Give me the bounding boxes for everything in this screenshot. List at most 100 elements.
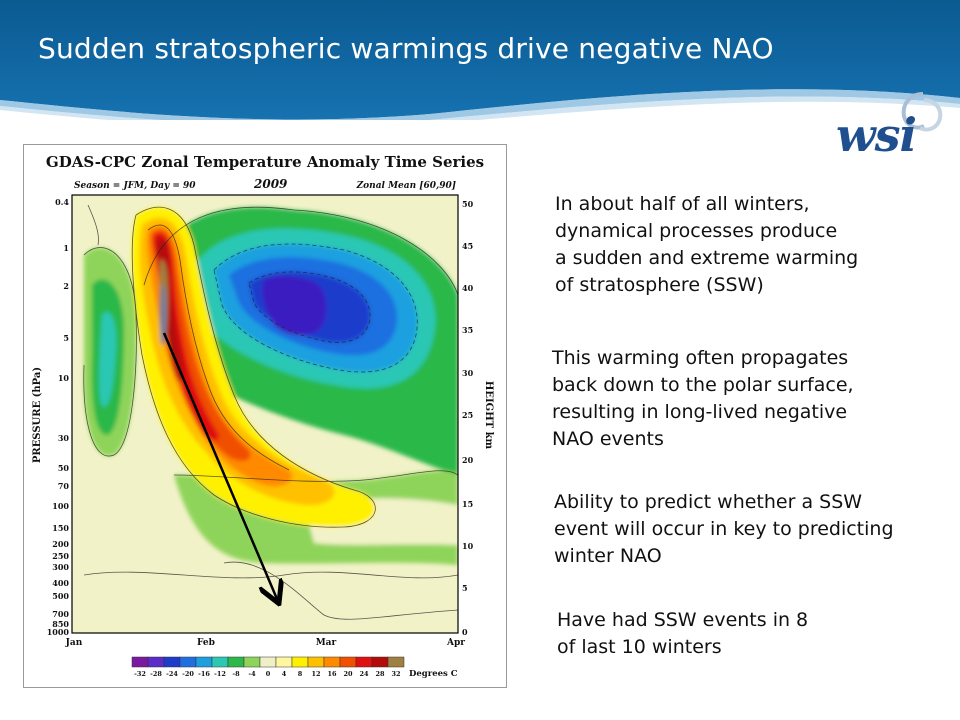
colorbar-swatch [307,656,325,668]
pressure-tick: 200 [52,539,69,549]
height-tick: 25 [462,410,473,420]
colorbar-tick-label: -4 [248,670,256,678]
colorbar-swatch [355,656,373,668]
height-tick: 20 [462,455,474,465]
colorbar-swatch [291,656,309,668]
paragraph-ssw-frequency: In about half of all winters, dynamical … [555,191,955,299]
pressure-tick: 300 [52,562,69,572]
zonal-mean-label: Zonal Mean [60,90] [356,181,456,191]
month-tick: Mar [316,638,337,648]
pressure-tick: 10 [58,373,70,383]
colorbar-swatch [323,656,341,668]
height-tick: 10 [462,541,474,551]
text-line: dynamical processes produce [555,220,838,242]
colorbar-swatch [179,656,197,668]
text-line: a sudden and extreme warming [555,247,859,269]
height-tick: 40 [462,283,474,293]
text-line: Ability to predict whether a SSW [554,491,863,513]
height-tick: 5 [462,583,468,593]
anomaly-figure-svg: GDAS-CPC Zonal Temperature Anomaly Time … [32,153,494,679]
pressure-tick: 1000 [47,627,70,637]
height-tick: 15 [462,499,473,509]
pressure-tick: 500 [52,591,69,601]
pressure-tick: 5 [63,333,69,343]
text-line: This warming often propagates [552,347,849,369]
month-tick: Jan [65,638,83,648]
colorbar-swatch [131,656,149,668]
text-line: resulting in long-lived negative [552,401,848,423]
wsi-logo: wsi [836,90,948,162]
colorbar-swatch [227,656,245,668]
colorbar-swatch [195,656,213,668]
pressure-tick: 700 [52,609,69,619]
colorbar-swatch [275,656,293,668]
colorbar-swatch [259,656,277,668]
pressure-tick: 30 [58,433,70,443]
colorbar-tick-label: 16 [327,670,337,678]
paragraph-prediction: Ability to predict whether a SSW event w… [554,489,954,570]
header-band: Sudden stratospheric warmings drive nega… [0,0,960,129]
pressure-tick-labels: 0.4 1 2 5 10 30 50 70 100 150 200 250 30… [47,197,70,637]
colorbar-tick-label: -32 [134,670,146,678]
header-wave-background [0,0,960,129]
colorbar-tick-label: 32 [391,670,400,678]
colorbar-tick-label: -8 [232,670,240,678]
colorbar-tick-label: 20 [343,670,353,678]
colorbar-tick-label: 24 [359,670,369,678]
colorbar-tick-label: 28 [375,670,385,678]
colorbar-swatch [339,656,357,668]
colorbar-tick-label: -24 [166,670,178,678]
height-tick-labels: 50 45 40 35 30 25 20 15 10 5 0 [462,199,474,637]
colorbar-tick-label: -16 [198,670,210,678]
pressure-tick: 100 [52,501,69,511]
pressure-tick: 50 [58,463,70,473]
season-label: Season = JFM, Day = 90 [74,181,196,191]
text-line: winter NAO [554,545,662,567]
paragraph-ssw-count: Have had SSW events in 8 of last 10 wint… [557,607,957,661]
colorbar-swatch [147,656,165,668]
propagation-arrow [162,332,277,599]
text-line: back down to the polar surface, [552,374,854,396]
colorbar-unit-label: Degrees C [409,669,458,679]
month-tick: Apr [446,638,465,648]
height-tick: 35 [462,325,473,335]
colorbar-tick-label: 12 [311,670,320,678]
pressure-tick: 850 [52,619,69,629]
colorbar-tick-label: 0 [266,670,271,678]
colorbar-tick-label: -20 [182,670,194,678]
text-line: of stratosphere (SSW) [555,274,764,296]
pressure-tick: 2 [63,281,69,291]
height-tick: 45 [462,241,473,251]
pressure-axis-label: PRESSURE (hPa) [32,367,43,463]
colorbar-swatch [387,656,405,668]
logo-text: wsi [836,108,917,162]
height-axis-label: HEIGHT km [483,381,494,450]
text-line: event will occur in key to predicting [554,518,894,540]
text-line: Have had SSW events in 8 [557,609,809,631]
plot-frame [71,194,459,634]
height-tick: 0 [462,627,468,637]
pressure-tick: 0.4 [55,197,69,207]
colorbar-tick-label: -12 [214,670,226,678]
text-line: NAO events [552,428,664,450]
colorbar-swatch [211,656,229,668]
paragraph-propagation: This warming often propagates back down … [552,345,952,453]
pressure-tick: 70 [58,481,70,491]
anomaly-contour-field [72,195,458,633]
height-tick: 30 [462,368,474,378]
figure-title: GDAS-CPC Zonal Temperature Anomaly Time … [46,153,484,171]
month-tick: Feb [197,638,215,648]
anomaly-figure: GDAS-CPC Zonal Temperature Anomaly Time … [23,144,507,688]
colorbar-swatch [371,656,389,668]
colorbar-tick-label: 4 [282,670,287,678]
month-tick-labels: Jan Feb Mar Apr [65,638,466,648]
slide-title: Sudden stratospheric warmings drive nega… [38,32,774,65]
pressure-tick: 1 [63,243,69,253]
logo-swirl-icon [901,92,943,132]
text-line: In about half of all winters, [555,193,810,215]
colorbar-tick-label: 8 [298,670,303,678]
height-tick: 50 [462,199,474,209]
text-line: of last 10 winters [557,636,722,658]
pressure-tick: 400 [52,578,69,588]
colorbar-swatch [163,656,181,668]
